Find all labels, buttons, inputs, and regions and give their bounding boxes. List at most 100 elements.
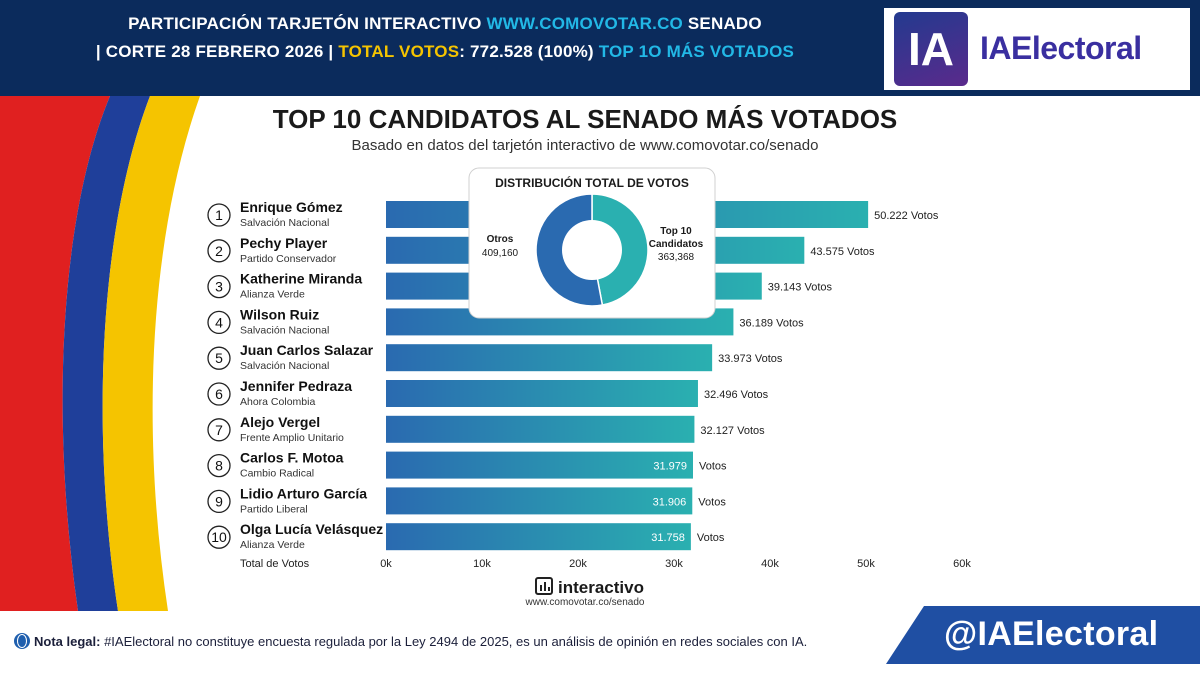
candidate-name-3: Katherine Miranda <box>240 271 362 287</box>
x-axis: 0k 10k 20k 30k 40k 50k 60k <box>380 558 971 570</box>
banner-url: WWW.COMOVOTAR.CO <box>486 14 683 33</box>
rank-badge-7 <box>207 418 231 442</box>
handle-text: @IAElectoral <box>944 615 1159 653</box>
bar-10 <box>386 523 691 551</box>
bar-value-6: 32.496 Votos <box>704 389 769 401</box>
rank-badge-8 <box>207 453 231 478</box>
bar-value-2: 43.575 Votos <box>810 246 875 258</box>
donut-label-top10-line2: Candidatos <box>649 239 704 250</box>
bar-9 <box>386 487 693 515</box>
rank-number-10: 10 <box>211 529 227 545</box>
candidate-party-10: Alianza Verde <box>240 539 305 551</box>
chart-title: TOP 10 CANDIDATOS AL SENADO MÁS VOTADOS <box>273 104 898 134</box>
banner-total-label: TOTAL VOTOS <box>338 42 460 61</box>
x-tick-0: 0k <box>380 558 392 570</box>
x-tick-4: 40k <box>761 558 779 570</box>
candidate-party-7: Frente Amplio Unitario <box>240 432 344 444</box>
logo-name: IAElectoral <box>980 30 1142 66</box>
candidate-party-4: Salvación Nacional <box>240 324 329 336</box>
bar-value-8: 31.979 <box>653 461 687 473</box>
legal-note: Nota legal: #IAElectoral no constituye e… <box>14 633 807 649</box>
bar-8 <box>386 451 693 479</box>
candidate-name-10: Olga Lucía Velásquez <box>240 521 383 537</box>
rank-number-1: 1 <box>215 207 223 223</box>
source-mark: interactivo www.comovotar.co/senado <box>525 577 645 608</box>
rank-number-8: 8 <box>215 458 223 474</box>
bar-value-10: 31.758 <box>651 532 685 544</box>
bar-suffix-10: Votos <box>697 532 725 544</box>
donut-label-otros: Otros <box>487 234 514 245</box>
header-banner: PARTICIPACIÓN TARJETÓN INTERACTIVO WWW.C… <box>0 0 1200 96</box>
globe-icon <box>14 633 30 649</box>
handle-badge: @IAElectoral <box>886 606 1200 664</box>
rank-number-3: 3 <box>215 279 223 295</box>
candidate-party-2: Partido Conservador <box>240 253 337 265</box>
bar-value-7: 32.127 Votos <box>700 425 765 437</box>
rank-badge-6 <box>207 382 231 406</box>
candidate-name-1: Enrique Gómez <box>240 199 343 215</box>
rank-number-9: 9 <box>215 493 223 509</box>
banner-total-value: : 772.528 (100%) <box>459 42 599 61</box>
logo: IA IAElectoral <box>884 8 1190 90</box>
bar-5 <box>386 344 713 372</box>
x-tick-1: 10k <box>473 558 491 570</box>
candidate-name-4: Wilson Ruiz <box>240 306 319 322</box>
rank-badge-5 <box>207 346 231 370</box>
x-tick-6: 60k <box>953 558 971 570</box>
source-url: www.comovotar.co/senado <box>525 597 645 608</box>
donut-value-top10: 363,368 <box>658 252 695 263</box>
banner-top: TOP 1O MÁS VOTADOS <box>598 42 795 61</box>
donut-title: DISTRIBUCIÓN TOTAL DE VOTOS <box>495 175 689 190</box>
bar-7 <box>386 415 695 443</box>
rank-badge-1 <box>207 203 231 227</box>
bar-value-9: 31.906 <box>653 496 687 508</box>
rank-number-2: 2 <box>215 243 223 259</box>
x-axis-label: Total de Votos <box>240 558 310 570</box>
x-tick-3: 30k <box>665 558 683 570</box>
bar-value-5: 33.973 Votos <box>718 353 783 365</box>
source-brand: interactivo <box>558 578 644 597</box>
banner-line1-post: SENADO <box>682 14 762 33</box>
bar-value-1: 50.222 Votos <box>874 210 939 222</box>
candidate-name-8: Carlos F. Motoa <box>240 450 344 466</box>
candidate-party-5: Salvación Nacional <box>240 360 329 372</box>
donut-label-top10-line1: Top 10 <box>660 226 692 237</box>
bar-value-4: 36.189 Votos <box>739 317 804 329</box>
rank-badge-3 <box>207 274 231 299</box>
legal-text: #IAElectoral no constituye encuesta regu… <box>100 634 808 649</box>
flag-decoration <box>0 96 200 611</box>
rank-badge-4 <box>207 310 231 335</box>
candidate-party-9: Partido Liberal <box>240 503 308 515</box>
rank-number-6: 6 <box>215 386 223 402</box>
x-tick-2: 20k <box>569 558 587 570</box>
candidate-name-2: Pechy Player <box>240 235 328 251</box>
rank-number-5: 5 <box>215 350 223 366</box>
candidate-party-6: Ahora Colombia <box>240 396 315 408</box>
banner-line2-pre: | CORTE 28 FEBRERO 2026 | <box>95 42 339 61</box>
bar-6 <box>386 380 698 407</box>
candidate-party-3: Alianza Verde <box>240 289 305 301</box>
rank-number-7: 7 <box>215 422 223 438</box>
candidate-name-7: Alejo Vergel <box>240 414 320 430</box>
logo-mark: IA <box>894 12 968 86</box>
candidate-labels: 1 Enrique Gómez Salvación Nacional 2 Pechy P… <box>207 199 383 551</box>
bar-suffix-8: Votos <box>699 461 727 473</box>
rank-badge-2 <box>207 239 231 263</box>
bar-suffix-9: Votos <box>698 496 726 508</box>
chart-subtitle: Basado en datos del tarjetón interactivo… <box>352 137 819 154</box>
candidate-party-8: Cambio Radical <box>240 468 314 480</box>
rank-badge-9 <box>207 489 231 514</box>
bar-value-3: 39.143 Votos <box>768 282 833 294</box>
x-tick-5: 50k <box>857 558 875 570</box>
candidate-name-5: Juan Carlos Salazar <box>240 342 374 358</box>
donut-inset: DISTRIBUCIÓN TOTAL DE VOTOS Otros 409,16… <box>468 167 716 319</box>
candidate-name-9: Lidio Arturo García <box>240 485 367 501</box>
banner-title: PARTICIPACIÓN TARJETÓN INTERACTIVO WWW.C… <box>40 10 850 66</box>
candidate-party-1: Salvación Nacional <box>240 217 329 229</box>
donut-value-otros: 409,160 <box>482 248 519 259</box>
banner-line1-pre: PARTICIPACIÓN TARJETÓN INTERACTIVO <box>128 14 487 33</box>
candidate-name-6: Jennifer Pedraza <box>240 378 352 394</box>
rank-badge-10 <box>207 525 231 549</box>
legal-label: Nota legal: <box>34 634 101 649</box>
